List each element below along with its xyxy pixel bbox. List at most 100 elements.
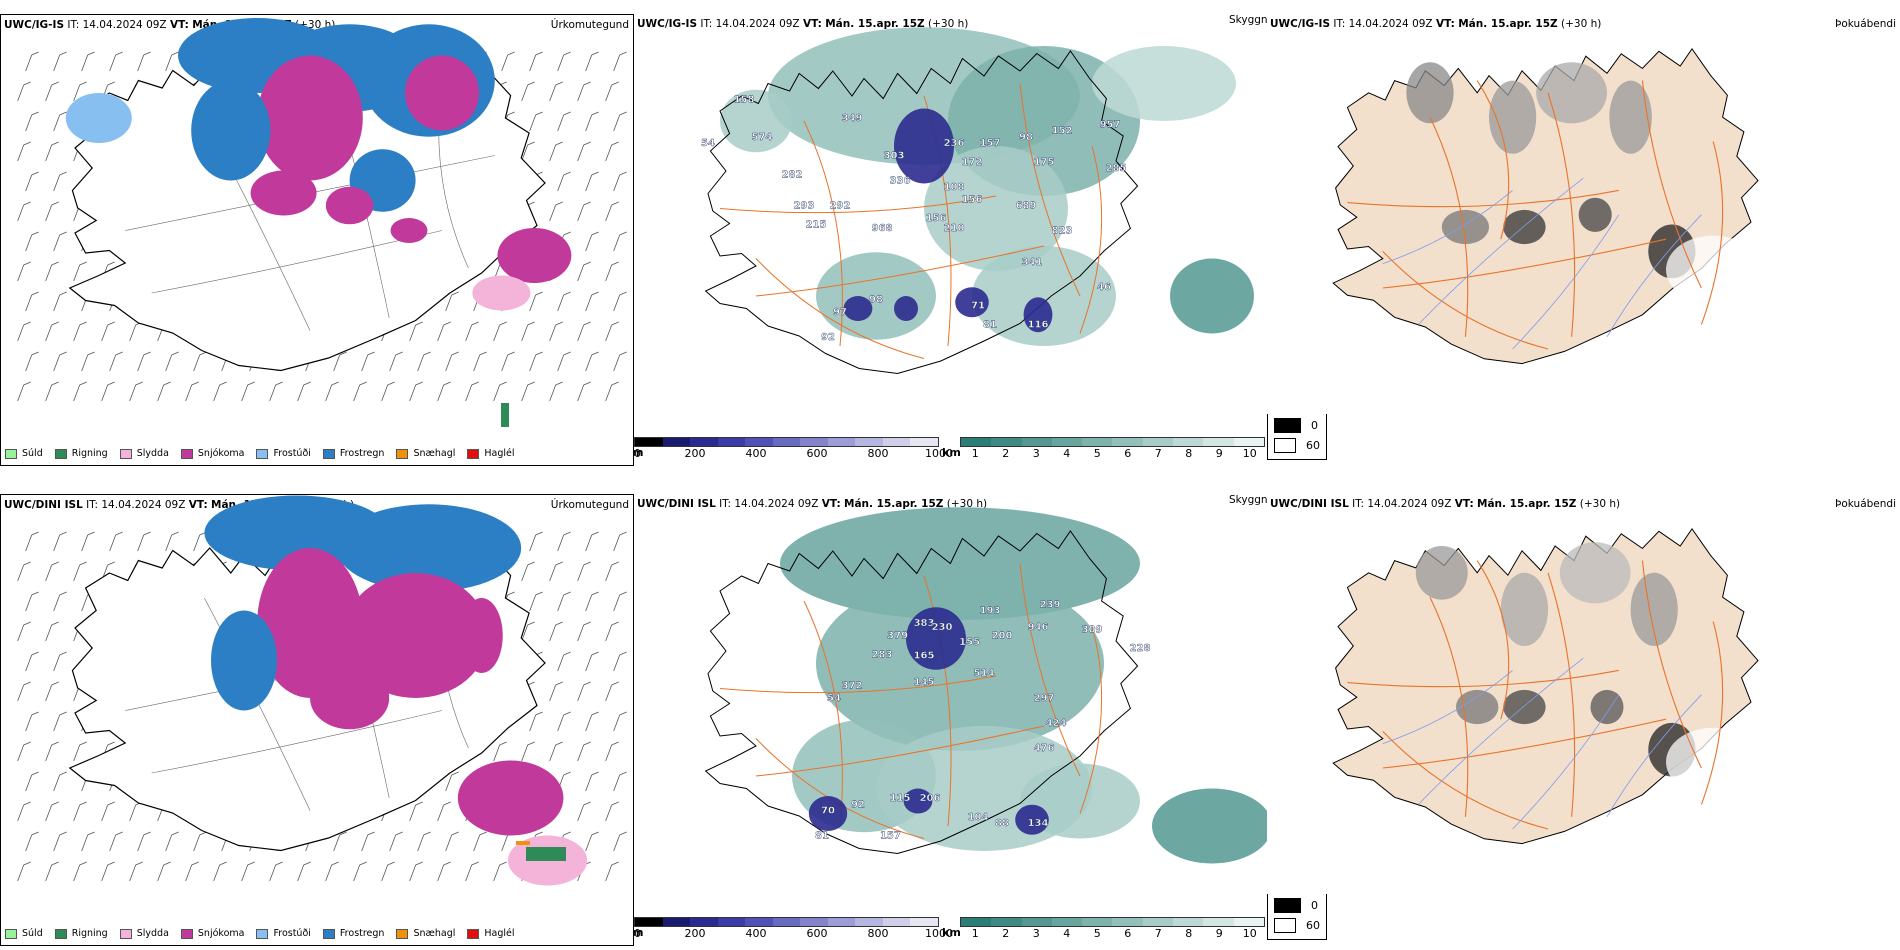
visibility-area: [816, 576, 1104, 751]
precip-area-snjokoma: [250, 170, 317, 216]
wind-barb: [611, 681, 619, 686]
wind-barb: [73, 864, 81, 882]
wind-barb: [53, 114, 61, 132]
wind-barb: [79, 561, 87, 566]
road: [719, 675, 997, 694]
wind-barb: [409, 324, 417, 342]
wind-barb: [51, 741, 59, 746]
wind-barb: [45, 384, 53, 402]
colorbar-unit: m: [634, 926, 644, 939]
wind-barb: [583, 381, 591, 386]
road: [1476, 80, 1510, 240]
wind-barb: [479, 831, 487, 836]
wind-barb: [521, 324, 529, 342]
wind-barb: [51, 81, 59, 86]
wind-barb: [213, 384, 221, 402]
wind-barb: [23, 741, 31, 746]
wind-barb: [555, 141, 563, 146]
wind-barb: [17, 264, 25, 282]
wind-barb: [31, 51, 39, 56]
wind-barb: [605, 84, 613, 102]
fog-legend-label: 60: [1306, 439, 1320, 452]
fog-legend-swatch: [1274, 898, 1301, 913]
wind-barb: [611, 201, 619, 206]
wind-barb: [585, 114, 593, 132]
wind-barb: [585, 834, 593, 852]
wind-barb: [395, 351, 403, 356]
ceiling-label: 116: [1028, 319, 1049, 330]
wind-barb: [107, 561, 115, 566]
legend-label: Súld: [22, 928, 43, 939]
colorbar-unit: km: [942, 926, 961, 939]
colorbar-cell: [1203, 438, 1234, 446]
wind-barb: [529, 714, 537, 732]
wind-barb: [45, 804, 53, 822]
wind-barb: [297, 384, 305, 402]
wind-barb: [45, 84, 53, 102]
wind-barb: [443, 861, 451, 866]
wind-barb: [535, 591, 543, 596]
colorbar-cell: [855, 918, 883, 926]
wind-barb: [115, 351, 123, 356]
wind-barb: [135, 861, 143, 866]
road: [1347, 189, 1619, 208]
fog-area: [1489, 80, 1537, 154]
ceiling-label: 81: [815, 831, 829, 842]
legend-item: Frostregn: [322, 928, 384, 939]
ceiling-label: 282: [782, 169, 803, 180]
road: [1641, 80, 1702, 289]
wind-barb: [591, 591, 599, 596]
legend-swatch: [5, 448, 17, 459]
fog-area: [1406, 62, 1454, 124]
wind-barb: [591, 831, 599, 836]
ceiling-label: 156: [926, 213, 947, 224]
ceiling-visibility-panel-2: UWC/DINI ISL IT: 14.04.2024 09Z VT: Mán.…: [634, 494, 1267, 946]
wind-barb: [585, 654, 593, 672]
wind-barb: [269, 384, 277, 402]
legend-item: Snæhagl: [396, 448, 455, 459]
wind-barb: [613, 114, 621, 132]
wind-barb: [137, 354, 145, 372]
fog-legend-row: 0: [1274, 418, 1320, 433]
ceiling-label: 98: [1019, 132, 1033, 143]
wind-barb: [163, 861, 171, 866]
legend-label: Snjókoma: [197, 928, 245, 939]
road: [755, 258, 925, 359]
wind-barb: [415, 801, 423, 806]
wind-barb: [451, 831, 459, 836]
ceiling-label: 293: [794, 201, 815, 212]
colorbar-tick: 2: [1002, 927, 1010, 940]
legend-swatch: [396, 928, 409, 939]
colorbar-cell: [1142, 918, 1174, 926]
colorbar-cell: [717, 438, 746, 446]
legend-label: Frostúði: [273, 448, 311, 459]
wind-barb: [31, 591, 39, 596]
wind-barb: [25, 774, 33, 792]
wind-barb: [73, 264, 81, 282]
wind-barb: [415, 861, 423, 866]
colorbar-cell: [745, 918, 773, 926]
precip-area-snjokoma: [343, 573, 489, 698]
visibility-area: [780, 507, 1140, 620]
wind-barb: [51, 801, 59, 806]
precip-legend: Súld Rigning Slydda Snjókoma Frostúði Frostre…: [5, 448, 527, 459]
wind-barb: [557, 114, 565, 132]
fog-area: [1503, 689, 1546, 725]
colorbar-cell: [910, 918, 939, 926]
wind-barb: [619, 291, 627, 296]
wind-barb: [521, 744, 529, 762]
ceiling-label: 115: [890, 793, 911, 804]
wind-barb: [555, 381, 563, 386]
wind-barb: [479, 351, 487, 356]
colorbar-tick: 3: [1032, 447, 1040, 460]
wind-barb: [535, 51, 543, 56]
ceiling-label: 230: [932, 622, 953, 633]
wind-barb: [493, 744, 501, 762]
legend-item: Frostúði: [256, 928, 311, 939]
wind-barb: [143, 831, 151, 836]
wind-barb: [387, 861, 395, 866]
wind-barb: [549, 324, 557, 342]
fog-area: [1500, 572, 1548, 646]
coastline: [704, 530, 1139, 855]
